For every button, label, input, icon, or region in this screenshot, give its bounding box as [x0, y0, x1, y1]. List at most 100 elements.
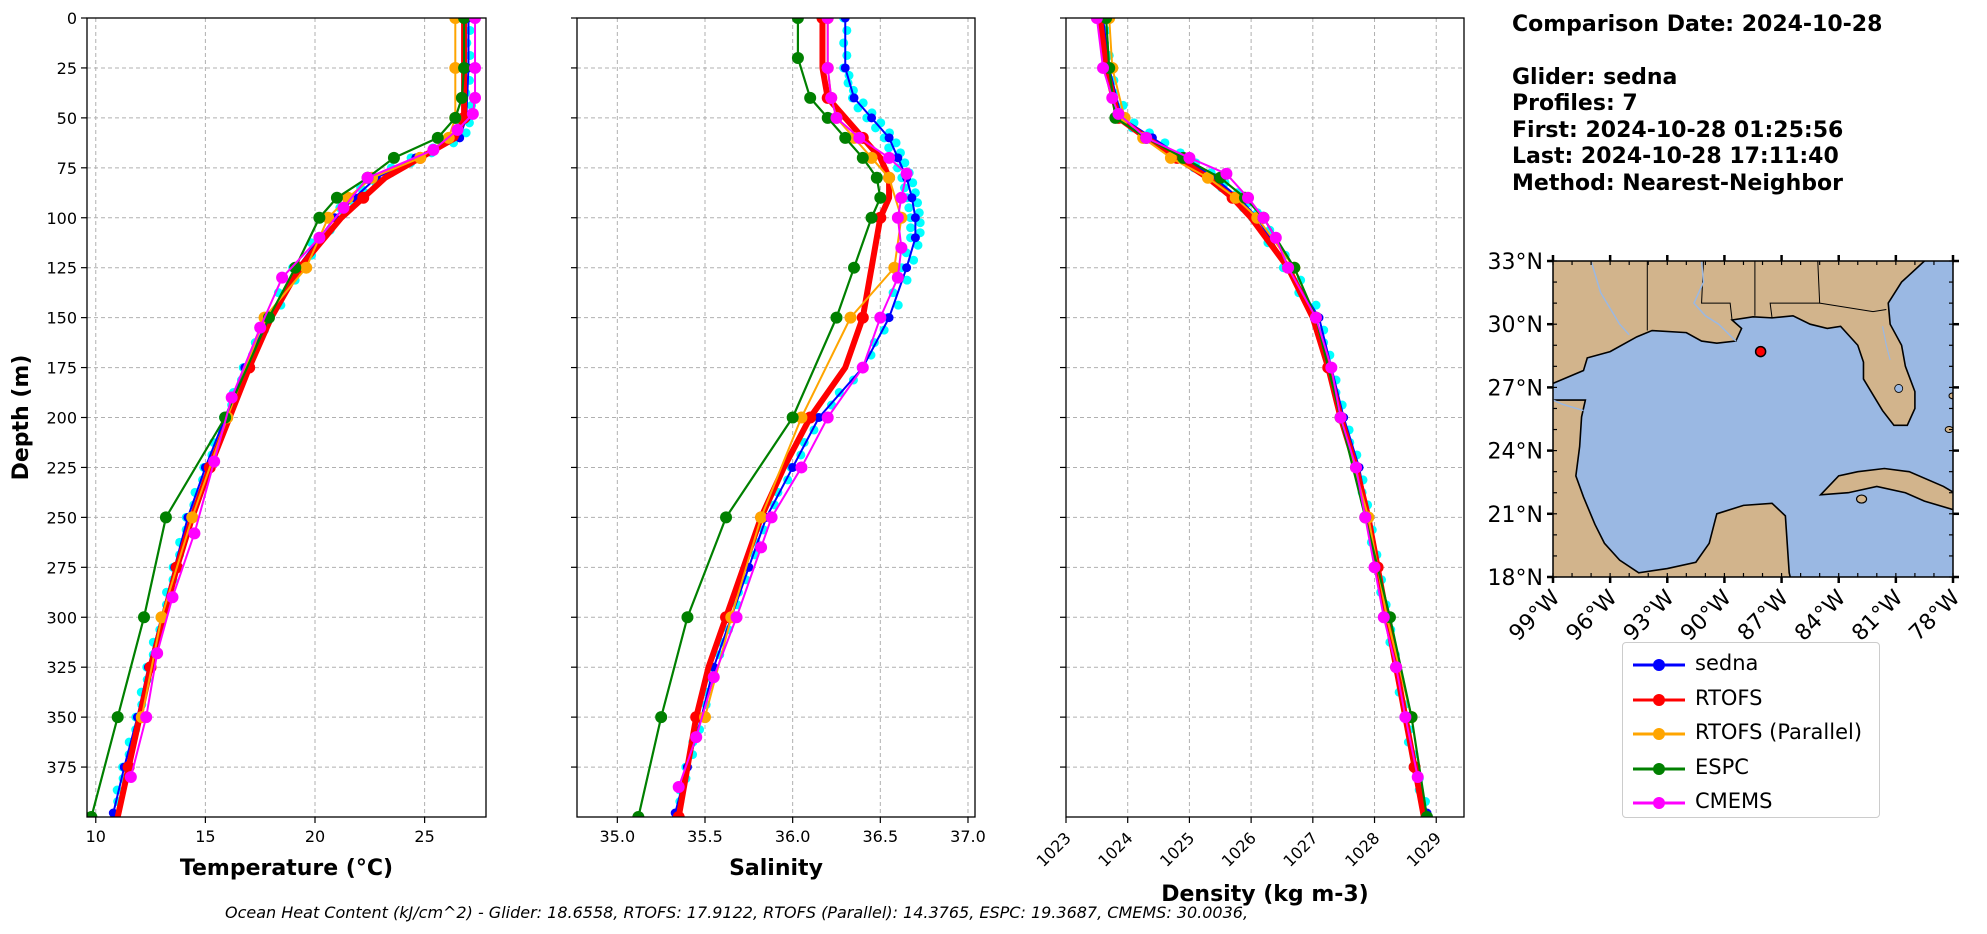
sedna-point — [900, 158, 910, 168]
y-tick-label: 275 — [46, 558, 77, 577]
x-tick-label: 36.5 — [863, 827, 899, 846]
first-time: First: 2024-10-28 01:25:56 — [1512, 117, 1844, 143]
y-tick-label: 300 — [46, 608, 77, 627]
lat-label: 21°N — [1488, 503, 1543, 528]
chart-panel-1: 35.0 35.5 36.0 36.5 37.0 Salinity — [571, 17, 986, 881]
series-marker-cmems — [821, 18, 834, 24]
series-marker-espc — [138, 611, 150, 624]
x-tick-label: 1025 — [1156, 828, 1198, 870]
series-marker-cmems — [1359, 511, 1372, 524]
y-tick-label: 350 — [46, 708, 77, 727]
series-marker-espc — [219, 411, 232, 424]
legend-item-rtofs-parallel: RTOFS (Parallel) — [1623, 716, 1879, 751]
series-marker-rtofs-parallel- — [888, 261, 901, 274]
sedna-point — [884, 143, 894, 153]
series-marker-sedna — [902, 263, 912, 273]
series-line-espc — [637, 18, 882, 817]
legend-item-sedna: sedna — [1623, 647, 1879, 682]
method: Method: Nearest-Neighbor — [1512, 170, 1843, 196]
series-marker-sedna — [884, 133, 894, 143]
series-marker-espc — [455, 91, 468, 104]
series-marker-cmems — [825, 91, 838, 104]
river — [1553, 399, 1584, 412]
state-border — [1701, 261, 1733, 321]
series-line-cmems — [129, 18, 477, 778]
y-tick-label: 75 — [57, 159, 77, 178]
sedna-point — [909, 255, 919, 265]
series-marker-rtofs-parallel- — [449, 61, 462, 74]
series-marker-cmems — [313, 231, 326, 244]
sedna-profile-points — [112, 18, 477, 807]
axes-frame — [1065, 17, 1465, 818]
legend-label: RTOFS — [1695, 685, 1763, 710]
lat-label: 33°N — [1488, 250, 1543, 275]
series-marker-espc — [681, 611, 694, 624]
series-marker-espc — [786, 411, 799, 424]
series-marker-cmems — [225, 391, 238, 404]
legend-item-rtofs: RTOFS — [1623, 682, 1879, 717]
x-tick-label: 35.0 — [600, 827, 636, 846]
series-marker-espc — [655, 711, 668, 724]
series-marker-rtofs — [690, 711, 703, 724]
series-marker-espc — [159, 511, 172, 524]
river — [1590, 261, 1630, 336]
x-tick-label: 25 — [414, 827, 434, 846]
x-tick-label: 1026 — [1218, 828, 1260, 870]
y-tick-label: 150 — [46, 309, 77, 328]
series-marker-rtofs — [672, 811, 685, 817]
series-marker-cmems — [821, 61, 834, 74]
x-tick-label: 35.5 — [687, 827, 723, 846]
series-marker-cmems — [755, 541, 768, 554]
series-marker-cmems — [1334, 411, 1347, 424]
info-block: Comparison Date: 2024-10-28 Glider: sedn… — [1512, 12, 1882, 197]
axes-frame — [86, 17, 487, 818]
profile-count: Profiles: 7 — [1512, 91, 1638, 116]
series-marker-cmems — [1140, 131, 1153, 144]
series-marker-cmems — [707, 671, 720, 684]
series-marker-cmems — [1090, 18, 1103, 24]
series-marker-sedna — [884, 313, 894, 323]
series-marker-espc — [821, 111, 834, 124]
series-marker-rtofs — [874, 211, 887, 224]
x-tick-label: 1027 — [1279, 828, 1321, 870]
series-marker-rtofs-parallel- — [1201, 171, 1214, 184]
sedna-point — [892, 163, 902, 173]
lon-label: 93°W — [1619, 585, 1680, 646]
state-border — [1769, 261, 1821, 318]
series-marker-cmems — [166, 591, 179, 604]
series-marker-espc — [632, 811, 645, 817]
y-tick-label: 200 — [46, 409, 77, 428]
sedna-point — [908, 178, 918, 188]
series-marker-cmems — [1309, 311, 1322, 324]
series-marker-rtofs-parallel- — [844, 311, 857, 324]
series-marker-espc — [111, 711, 124, 724]
series-marker-cmems — [151, 647, 164, 660]
x-tick-label: 36.0 — [775, 827, 811, 846]
series-marker-rtofs — [856, 311, 869, 324]
y-tick-label: 50 — [57, 109, 77, 128]
series-marker-espc — [791, 51, 804, 64]
x-tick-label: 37.0 — [950, 827, 986, 846]
series-marker-espc — [804, 91, 817, 104]
series-marker-rtofs-parallel- — [155, 611, 168, 624]
lon-label: 90°W — [1676, 585, 1737, 646]
series-marker-espc — [848, 261, 861, 274]
series-marker-cmems — [1220, 167, 1233, 180]
series-marker-cmems — [469, 91, 482, 104]
series-line-espc — [90, 18, 466, 817]
sedna-point — [461, 128, 471, 138]
series-marker-sedna — [910, 213, 920, 223]
series-marker-sedna — [907, 193, 917, 203]
series-marker-cmems — [1411, 771, 1424, 784]
island — [1952, 444, 1953, 449]
series-marker-cmems — [188, 527, 201, 540]
series-marker-rtofs-parallel- — [1164, 151, 1177, 164]
series-marker-espc — [720, 511, 733, 524]
series-marker-espc — [874, 191, 887, 204]
series-marker-espc — [1420, 811, 1433, 817]
glider-name: Glider: sedna — [1512, 64, 1678, 90]
series-marker-cmems — [1242, 191, 1255, 204]
series-marker-cmems — [874, 311, 887, 324]
series-marker-rtofs-parallel- — [341, 191, 354, 204]
